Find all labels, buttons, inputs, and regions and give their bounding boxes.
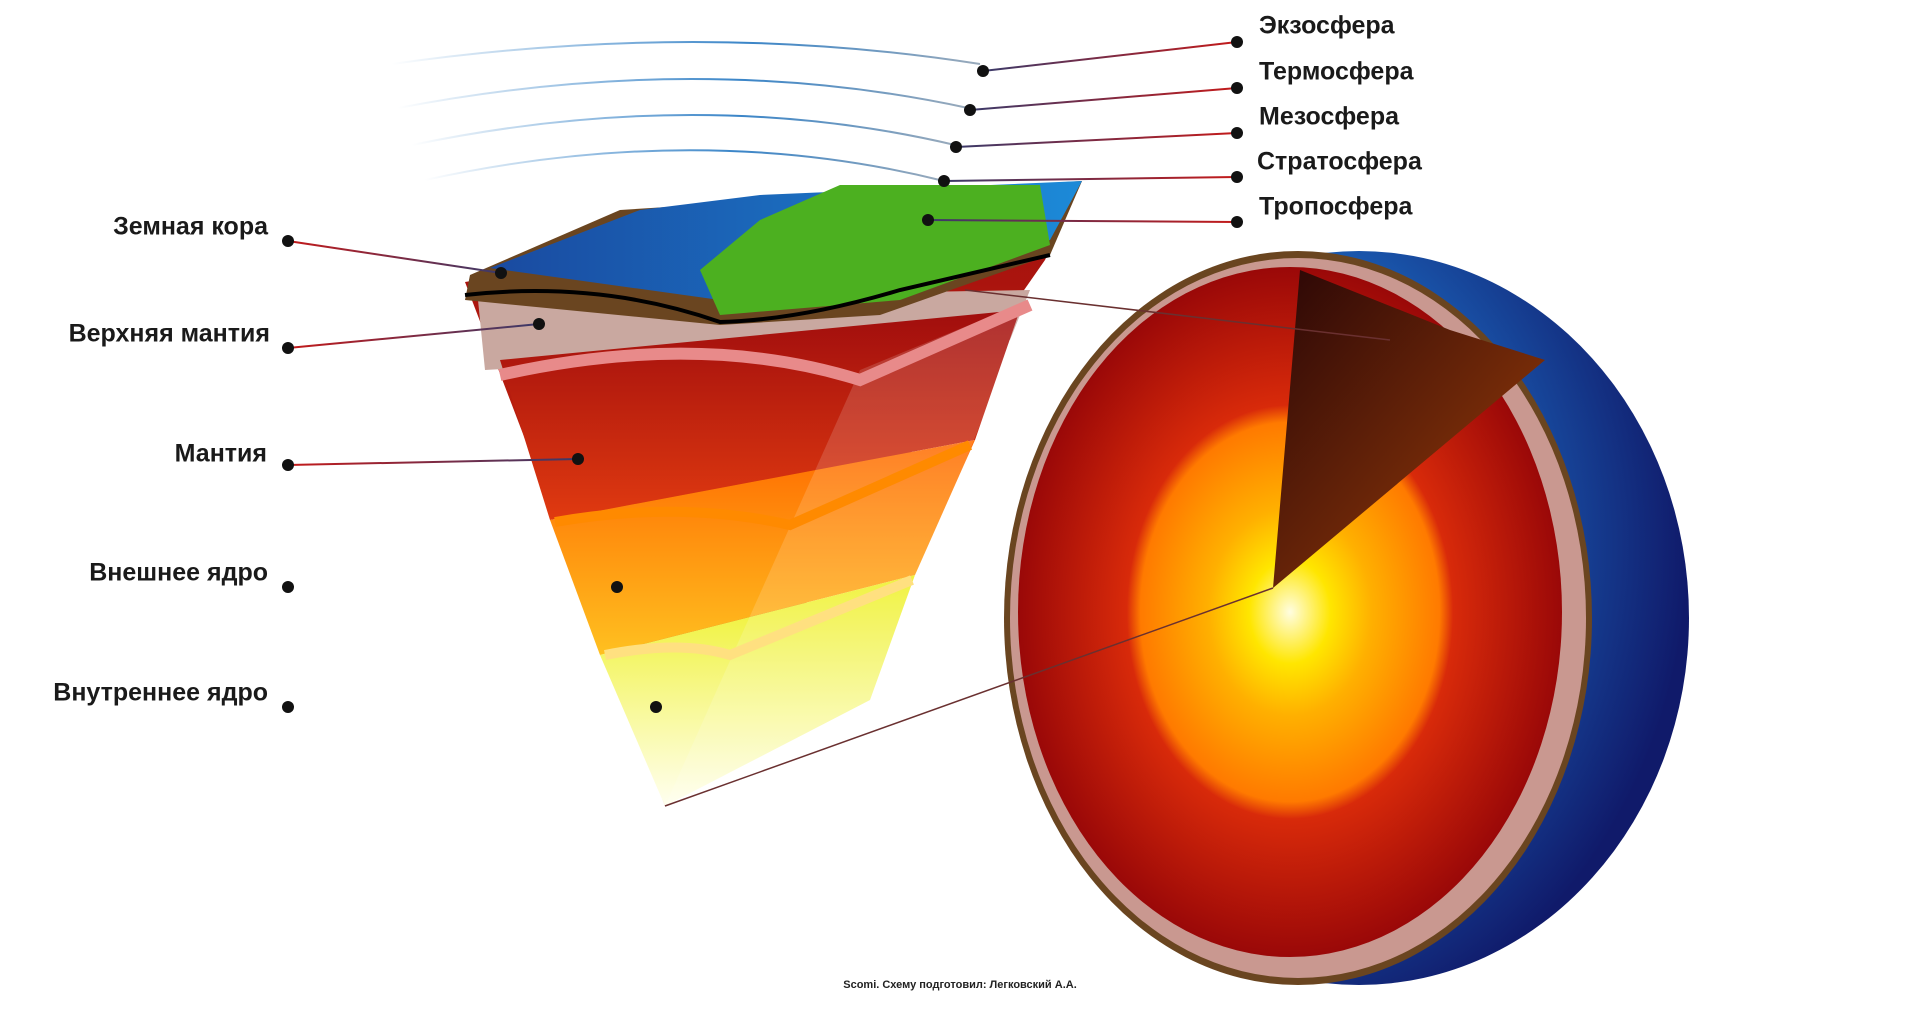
leader-dots (282, 36, 1243, 713)
earth-label: Мантия (175, 440, 267, 468)
earth-label: Земная кора (113, 213, 269, 241)
earth-sphere (1004, 251, 1689, 985)
leader-lines (287, 41, 1391, 807)
earth-label: Внешнее ядро (89, 559, 268, 587)
atmosphere-label: Стратосфера (1257, 148, 1423, 176)
earth-label: Внутреннее ядро (53, 679, 268, 707)
atmosphere-label: Термосфера (1259, 58, 1415, 86)
credit: Scomi. Схему подготовил: Легковский А.А. (843, 979, 1077, 991)
atmosphere-label: Мезосфера (1259, 103, 1400, 131)
atmosphere-label: Экзосфера (1259, 12, 1396, 40)
earth-label-group: Земная кора Верхняя мантия Мантия Внешне… (53, 213, 270, 707)
earth-label: Верхняя мантия (69, 320, 270, 348)
cone (464, 181, 1082, 806)
atmosphere-label-group: Экзосфера Термосфера Мезосфера Стратосфе… (1257, 12, 1423, 221)
atmosphere-label: Тропосфера (1259, 193, 1414, 221)
atmosphere-arcs (391, 41, 981, 182)
